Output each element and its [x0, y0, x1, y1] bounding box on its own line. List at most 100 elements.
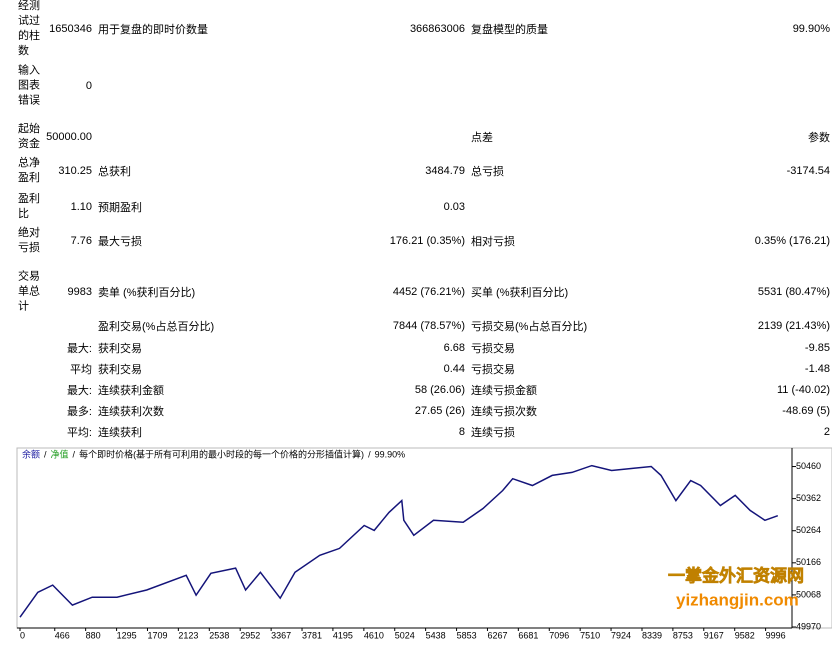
- field-value: 最大:: [66, 343, 92, 355]
- field-label: 预期盈利: [98, 202, 142, 214]
- watermark-url: yizhangjin.com: [676, 590, 799, 609]
- x-tick-label: 4610: [364, 630, 384, 640]
- legend-separator: /: [73, 449, 76, 459]
- y-tick-label: 49970: [796, 621, 821, 631]
- field-label: 复盘模型的质量: [471, 24, 548, 36]
- field-value: 1.10: [70, 201, 92, 213]
- field-value: 27.65 (26): [414, 405, 465, 417]
- field-label: 交易单总计: [18, 270, 40, 313]
- field-value: 0.44: [443, 363, 465, 375]
- y-tick-label: 50068: [796, 589, 821, 599]
- field-label: 最大亏损: [98, 236, 142, 248]
- field-value: -9.85: [804, 342, 830, 354]
- field-value: 6.68: [443, 342, 465, 354]
- field-value: 参数: [808, 132, 830, 144]
- field-value: 5531 (80.47%): [757, 286, 830, 298]
- field-value: 50000.00: [46, 131, 92, 143]
- field-label: 连续获利金额: [98, 385, 164, 397]
- field-value: 99.90%: [792, 23, 830, 35]
- field-value: 8: [458, 426, 465, 438]
- field-label: 相对亏损: [471, 236, 515, 248]
- x-tick-label: 2952: [240, 630, 260, 640]
- y-tick-label: 50362: [796, 493, 821, 503]
- field-label: 绝对亏损: [18, 227, 40, 254]
- field-label: 卖单 (%获利百分比): [98, 287, 196, 299]
- field-label: 输入图表错误: [18, 64, 40, 107]
- field-label: 连续获利次数: [98, 406, 164, 418]
- x-tick-label: 2538: [209, 630, 229, 640]
- legend-item: 99.90%: [375, 449, 406, 459]
- x-tick-label: 1709: [147, 630, 167, 640]
- legend-item: 净值: [51, 448, 69, 459]
- y-tick-label: 50166: [796, 557, 821, 567]
- x-tick-label: 0: [20, 630, 25, 640]
- field-value: 9983: [67, 286, 92, 298]
- x-tick-label: 3781: [302, 630, 322, 640]
- y-tick-label: 50264: [796, 525, 821, 535]
- legend-separator: /: [368, 449, 371, 459]
- x-tick-label: 5853: [457, 630, 477, 640]
- field-label: 总亏损: [471, 166, 504, 178]
- field-value: 平均: [70, 364, 92, 376]
- balance-line: [19, 464, 779, 618]
- field-label: 连续亏损次数: [471, 406, 537, 418]
- field-value: -1.48: [804, 363, 830, 375]
- field-label: 用于复盘的即时价数量: [98, 24, 208, 36]
- field-value: 2139 (21.43%): [757, 320, 830, 332]
- field-label: 经测试过的柱数: [18, 0, 40, 57]
- x-tick-label: 9996: [766, 630, 786, 640]
- field-value: 310.25: [58, 165, 92, 177]
- field-label: 亏损交易(%占总百分比): [471, 321, 588, 333]
- field-value: 平均:: [66, 427, 92, 439]
- field-label: 点差: [471, 132, 493, 144]
- x-tick-label: 7510: [580, 630, 600, 640]
- x-tick-label: 4195: [333, 630, 353, 640]
- field-label: 总获利: [98, 166, 131, 178]
- field-value: 366863006: [409, 23, 465, 35]
- x-tick-label: 6267: [487, 630, 507, 640]
- x-tick-label: 7924: [611, 630, 631, 640]
- x-tick-label: 466: [55, 630, 70, 640]
- field-label: 亏损交易: [471, 343, 515, 355]
- x-tick-label: 5024: [395, 630, 415, 640]
- x-tick-label: 8339: [642, 630, 662, 640]
- field-value: 58 (26.06): [414, 384, 465, 396]
- legend-item: 每个即时价格(基于所有可利用的最小时段的每一个价格的分形插值计算): [79, 448, 364, 459]
- x-tick-label: 2123: [178, 630, 198, 640]
- field-value: 最多:: [66, 406, 92, 418]
- field-value: -3174.54: [786, 165, 830, 177]
- field-value: 3484.79: [425, 165, 465, 177]
- x-tick-label: 9582: [735, 630, 755, 640]
- field-label: 买单 (%获利百分比): [471, 287, 569, 299]
- x-tick-label: 880: [86, 630, 101, 640]
- y-tick-label: 50460: [796, 461, 821, 471]
- field-value: 176.21 (0.35%): [389, 235, 465, 247]
- field-label: 连续亏损金额: [471, 385, 537, 397]
- field-value: 0.03: [443, 201, 465, 213]
- field-label: 盈利比: [18, 193, 40, 220]
- field-value: 7.76: [70, 235, 92, 247]
- field-label: 盈利交易(%占总百分比): [98, 321, 215, 333]
- x-tick-label: 7096: [549, 630, 569, 640]
- field-value: 0: [85, 80, 92, 92]
- field-label: 总净盈利: [18, 157, 40, 184]
- field-label: 亏损交易: [471, 364, 515, 376]
- field-value: 7844 (78.57%): [392, 320, 465, 332]
- field-value: 4452 (76.21%): [392, 286, 465, 298]
- field-label: 连续亏损: [471, 427, 515, 439]
- x-tick-label: 6681: [518, 630, 538, 640]
- field-label: 连续获利: [98, 427, 142, 439]
- x-tick-label: 1295: [117, 630, 137, 640]
- x-tick-label: 9167: [704, 630, 724, 640]
- field-value: 0.35% (176.21): [754, 235, 830, 247]
- field-value: -48.69 (5): [782, 405, 830, 417]
- field-value: 1650346: [49, 23, 92, 35]
- legend-item: 余额: [22, 448, 40, 459]
- field-label: 获利交易: [98, 364, 142, 376]
- field-value: 2: [823, 426, 830, 438]
- field-value: 最大:: [66, 385, 92, 397]
- x-tick-label: 3367: [271, 630, 291, 640]
- field-label: 获利交易: [98, 343, 142, 355]
